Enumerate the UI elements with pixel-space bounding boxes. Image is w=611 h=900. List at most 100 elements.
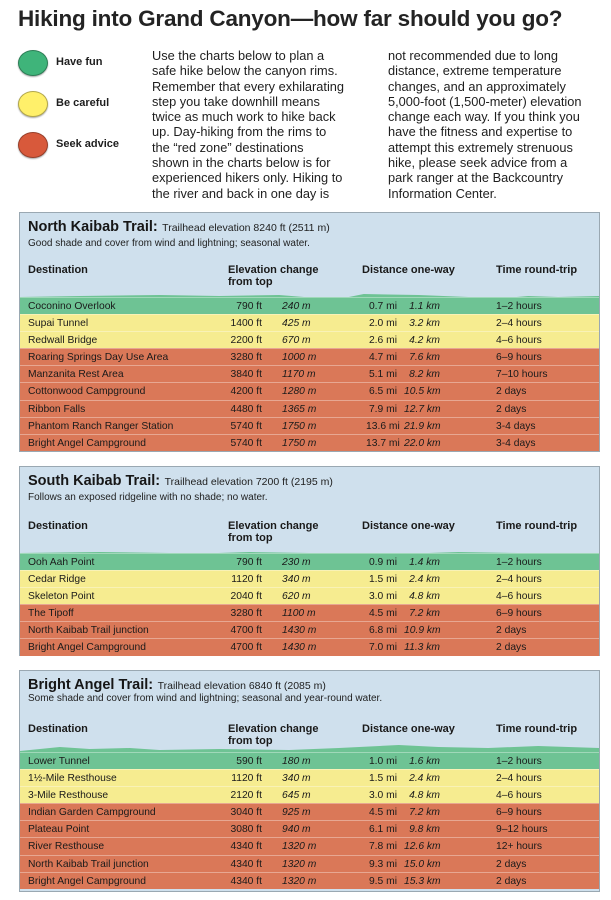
elevation-m-cell: 1320 m [282,875,317,887]
destination-cell: Plateau Point [28,824,90,836]
intro-line: Information Center. [388,185,497,201]
table-row: Indian Garden Campground 3040 ft 925 m 4.5 … [20,803,599,821]
destination-cell: Ooh Aah Point [28,557,95,568]
elevation-ft-cell: 2120 ft [230,790,263,802]
time-cell: 1–2 hours [496,557,542,568]
destination-cell: Coconino Overlook [28,301,116,312]
time-cell: 3-4 days [496,437,536,449]
elevation-m-cell: 925 m [282,807,311,819]
elevation-m-cell: 1750 m [282,420,317,432]
destination-cell: 3-Mile Resthouse [28,790,109,802]
time-cell: 2 days [496,875,527,887]
header-line: Elevation change [228,723,319,735]
destination-cell: Cottonwood Campground [28,386,146,398]
intro-line: changes, and an approximately [388,78,566,94]
destination-cell: Bright Angel Campground [28,437,146,449]
intro-line: Use the charts below to plan a [152,48,325,63]
elevation-m-cell: 340 m [282,574,311,586]
page-title: Hiking into Grand Canyon—how far should … [18,6,563,31]
distance-km-cell: 21.9 km [404,420,441,432]
elevation-ft-cell: 4340 ft [230,841,263,853]
column-header-elevation: Elevation change from top [228,264,318,288]
intro-line: 5,000-foot (1,500-meter) elevation [388,93,582,109]
destination-cell: Skeleton Point [28,591,95,603]
elevation-ft-cell: 1120 ft [231,574,262,586]
distance-km-cell: 2.4 km [409,773,440,785]
elevation-ft-cell: 4340 ft [230,858,263,870]
time-cell: 2 days [496,858,527,870]
table-row: Roaring Springs Day Use Area 3280 ft 1000 … [20,348,599,366]
destination-cell: Ribbon Falls [28,403,86,415]
time-cell: 4–6 hours [496,790,542,802]
elevation-ft-cell: 790 ft [236,557,262,568]
elevation-m-cell: 1170 m [282,369,316,381]
elevation-ft-cell: 4700 ft [230,625,263,637]
elevation-ft-cell: 790 ft [236,301,262,312]
header-line: from top [228,735,273,747]
time-cell: 3-4 days [496,420,536,432]
distance-mi-cell: 5.1 mi [368,369,397,381]
distance-mi-cell: 6.8 mi [368,625,397,637]
table-row: Plateau Point 3080 ft 940 m 6.1 mi 9.8 km 9–1… [20,820,599,838]
table-row: Ribbon Falls 4480 ft 1365 m 7.9 mi 12.7 km 2 … [20,399,599,417]
trail-panel-bright-angel: Bright Angel Trail: Trailhead elevation … [19,670,600,892]
distance-mi-cell: 1.5 mi [368,574,397,586]
intro-line: have the fitness and expertise to [388,124,573,140]
trailhead-elevation: Trailhead elevation 8240 ft (2511 m) [162,222,330,234]
elevation-m-cell: 670 m [282,335,311,347]
distance-mi-cell: 3.0 mi [368,790,397,802]
distance-km-cell: 1.4 km [409,557,440,568]
elevation-ft-cell: 1400 ft [230,318,263,330]
trailhead-elevation: Trailhead elevation 6840 ft (2085 m) [157,680,326,692]
elevation-m-cell: 425 m [282,318,311,330]
time-cell: 2 days [496,403,527,415]
destination-cell: North Kaibab Trail junction [28,858,149,870]
destination-cell: Bright Angel Campground [28,875,146,887]
intro-line: experienced hikers only. Hiking to [152,170,343,186]
intro-line: the “red zone” destinations [152,139,304,155]
trail-name: Bright Angel Trail: [28,677,154,693]
distance-km-cell: 2.4 km [409,574,440,586]
destination-cell: Phantom Ranch Ranger Station [28,420,174,432]
elevation-ft-cell: 4200 ft [230,386,263,398]
distance-mi-cell: 7.9 mi [368,403,397,415]
elevation-ft-cell: 3280 ft [230,352,263,364]
header-line: from top [228,532,273,544]
trail-name: North Kaibab Trail: [28,219,158,235]
destination-cell: Manzanita Rest Area [28,369,124,381]
table-row: North Kaibab Trail junction 4700 ft 1430 m… [20,621,599,639]
red-zone-icon [18,132,48,158]
distance-mi-cell: 9.5 mi [368,875,397,887]
legend-label: Have fun [56,56,103,68]
distance-mi-cell: 1.5 mi [368,773,397,785]
intro-line: the river and back in one day is [152,185,330,201]
elevation-ft-cell: 4480 ft [230,403,263,415]
column-header-distance: Distance one-way [362,520,455,532]
elevation-ft-cell: 3080 ft [230,824,263,836]
distance-km-cell: 1.6 km [409,756,440,767]
distance-mi-cell: 6.5 mi [368,386,397,398]
distance-km-cell: 12.6 km [404,841,441,853]
destination-cell: Indian Garden Campground [28,807,156,819]
intro-line: park ranger at the Backcountry [388,170,563,186]
destination-cell: 1½-Mile Resthouse [28,773,117,785]
distance-km-cell: 8.2 km [409,369,440,381]
intro-column-2: not recommended due to long distance, ex… [388,48,581,201]
elevation-ft-cell: 4340 ft [230,875,263,887]
column-header-time: Time round-trip [496,264,578,276]
intro-line: change each way. If you think you [388,109,580,125]
trail-title: South Kaibab Trail: Trailhead elevation … [28,472,333,490]
intro-line: Remember that every exhilarating [152,78,345,94]
trail-description: Follows an exposed ridgeline with no sha… [28,492,268,503]
distance-km-cell: 9.8 km [409,824,440,836]
elevation-ft-cell: 3280 ft [230,608,263,620]
table-row: Phantom Ranch Ranger Station 5740 ft 1750 … [20,416,599,434]
elevation-m-cell: 240 m [282,301,311,312]
table-row: Manzanita Rest Area 3840 ft 1170 m 5.1 mi 8.… [20,365,599,383]
time-cell: 6–9 hours [496,352,542,364]
destination-cell: Redwall Bridge [28,335,98,347]
distance-km-cell: 7.2 km [409,608,440,620]
elevation-m-cell: 1280 m [282,386,317,398]
elevation-m-cell: 1750 m [282,437,317,449]
yellow-zone-icon [18,91,48,117]
